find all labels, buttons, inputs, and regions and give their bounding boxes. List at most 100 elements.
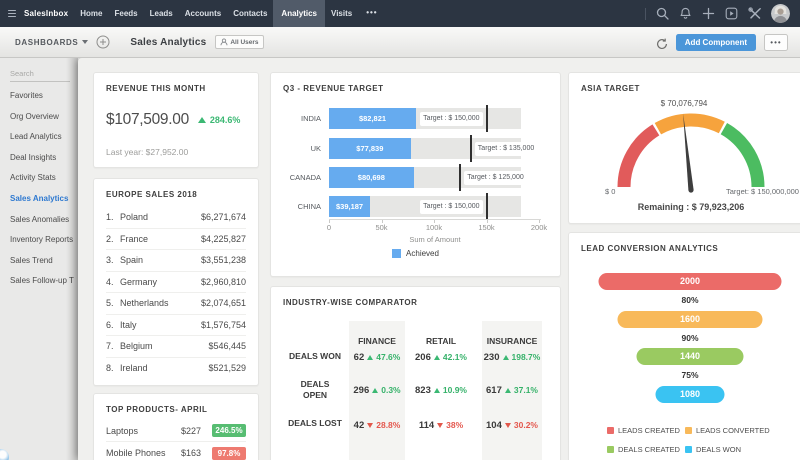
add-dashboard-icon[interactable] [96, 35, 110, 49]
card-title: LEAD CONVERSION ANALYTICS [581, 244, 719, 253]
sidebar-item-activity-stats[interactable]: Activity Stats [10, 173, 56, 183]
table-cell: 823 10.9% [409, 383, 473, 397]
row-label: DEALS OPEN [295, 379, 335, 401]
cell-value: 296 [353, 384, 370, 396]
achieved-bar[interactable]: $80,698 [329, 167, 414, 188]
trend-icon [367, 354, 374, 360]
europe-sales-card: EUROPE SALES 2018 1. Poland $6,271,674 2. F… [93, 178, 259, 386]
revenue-change: 284.6% [209, 115, 241, 125]
revenue-value-row: $107,509.00 284.6% [106, 111, 240, 129]
funnel-stage[interactable]: 1600 [617, 311, 763, 328]
sidebar-item-org-overview[interactable]: Org Overview [10, 111, 59, 121]
plus-icon[interactable] [702, 7, 715, 20]
sidebar-item-sales-follow-up[interactable]: Sales Follow-up T [10, 276, 74, 286]
cell-change: 30.2% [513, 420, 538, 430]
country: Netherlands [120, 298, 169, 309]
trend-icon [502, 354, 509, 360]
refresh-icon[interactable] [656, 37, 668, 49]
rank: 5. [106, 298, 114, 309]
nav-item-home[interactable]: Home [80, 9, 103, 18]
sidebar-item-sales-anomalies[interactable]: Sales Anomalies [10, 214, 70, 224]
legend-swatch [685, 427, 692, 434]
chart-row: INDIA $82,821 Target : $ 150,000 [271, 105, 560, 132]
sidebar-item-lead-analytics[interactable]: Lead Analytics [10, 132, 62, 142]
dashboards-dropdown[interactable]: DASHBOARDS [15, 37, 79, 47]
bar-value-label: $82,821 [358, 114, 387, 123]
cell-change: 0.3% [381, 385, 401, 395]
more-options-button[interactable]: ••• [764, 34, 788, 51]
bar-track: $77,839 Target : $ 135,000 [329, 135, 538, 162]
country: Germany [120, 276, 158, 287]
tools-icon[interactable] [748, 7, 762, 20]
add-component-button[interactable]: Add Component [675, 34, 756, 51]
cell-value: 42 [353, 419, 365, 431]
chevron-down-icon[interactable] [82, 40, 89, 44]
gauge-needle [683, 113, 694, 191]
media-icon[interactable] [725, 7, 738, 20]
q3-revenue-target-card: Q3 - REVENUE TARGET INDIA $82,821 Target… [270, 72, 561, 277]
legend-item: DEALS WON [685, 445, 741, 454]
x-axis [329, 219, 541, 223]
change-badge: 246.5% [212, 424, 246, 437]
cell-change: 10.9% [442, 385, 467, 395]
legend-item: LEADS CREATED [607, 426, 680, 435]
legend-item: DEALS CREATED [607, 445, 680, 454]
category-label: INDIA [300, 114, 321, 123]
trend-icon [433, 354, 440, 360]
nav-item-leads[interactable]: Leads [149, 9, 173, 18]
rank: 3. [106, 255, 114, 266]
table-cell: 206 42.1% [409, 350, 473, 364]
nav-item-analytics[interactable]: Analytics [273, 0, 325, 27]
cell-change: 42.1% [442, 352, 467, 362]
nav-item-contacts[interactable]: Contacts [233, 9, 268, 18]
nav-item-visits[interactable]: Visits [331, 9, 353, 18]
legend-label: DEALS WON [696, 445, 742, 454]
achieved-bar[interactable]: $82,821 [329, 108, 416, 129]
sidebar-item-deal-insights[interactable]: Deal Insights [10, 152, 57, 162]
hamburger-icon[interactable] [8, 0, 16, 27]
revenue-amount: $107,509.00 [106, 111, 189, 128]
country: Poland [120, 212, 149, 223]
list-item: 4. Germany $2,960,810 [106, 272, 246, 293]
row-label-text: DEALS OPEN [300, 379, 330, 400]
category-label: CANADA [289, 173, 321, 182]
legend-swatch [685, 446, 692, 453]
sidebar-item-sales-trend[interactable]: Sales Trend [10, 255, 53, 265]
gauge-remaining-label: Remaining : $ 79,923,206 [637, 202, 745, 212]
bell-icon[interactable] [679, 7, 692, 20]
search-icon[interactable] [656, 7, 669, 20]
axis-tick [329, 220, 330, 223]
nav-overflow-icon[interactable]: ••• [366, 8, 378, 17]
avatar[interactable] [771, 4, 790, 23]
all-users-badge[interactable]: All Users [215, 35, 264, 49]
trend-icon [504, 422, 511, 428]
country: Belgium [120, 341, 153, 352]
dashboard-canvas: REVENUE THIS MONTH $107,509.00 284.6% La… [78, 58, 800, 460]
nav-divider [645, 7, 646, 20]
sidebar-shadow [66, 58, 78, 460]
sidebar-item-inventory-reports[interactable]: Inventory Reports [10, 235, 74, 245]
cell-change: 28.8% [376, 420, 401, 430]
sidebar-item-favorites[interactable]: Favorites [10, 91, 43, 100]
help-widget[interactable] [0, 449, 9, 460]
funnel-stage[interactable]: 1080 [655, 386, 725, 403]
brand-logo[interactable]: SalesInbox [24, 9, 69, 18]
nav-item-feeds[interactable]: Feeds [114, 9, 138, 18]
funnel-stage[interactable]: 2000 [598, 273, 782, 290]
change-badge: 97.8% [212, 446, 246, 460]
achieved-bar[interactable]: $39,187 [329, 196, 371, 217]
sidebar-item-sales-analytics[interactable]: Sales Analytics [10, 193, 69, 203]
all-users-label: All Users [230, 38, 259, 46]
achieved-bar[interactable]: $77,839 [329, 138, 411, 159]
industry-comparator-card: INDUSTRY-WISE COMPARATOR FINANCE RETAIL … [270, 286, 561, 460]
nav-item-accounts[interactable]: Accounts [184, 9, 222, 18]
cell-change: 47.6% [376, 352, 401, 362]
funnel-stage[interactable]: 1440 [636, 348, 744, 365]
search-input[interactable] [10, 67, 70, 82]
rank: 4. [106, 276, 114, 287]
revenue-this-month-card: REVENUE THIS MONTH $107,509.00 284.6% La… [93, 72, 259, 168]
target-label: Target : $ 150,000 [420, 111, 483, 126]
amount: $4,225,827 [200, 233, 246, 244]
card-title: TOP PRODUCTS- APRIL [106, 405, 208, 414]
list-item: Mobile Phones $163 97.8% [106, 442, 246, 460]
